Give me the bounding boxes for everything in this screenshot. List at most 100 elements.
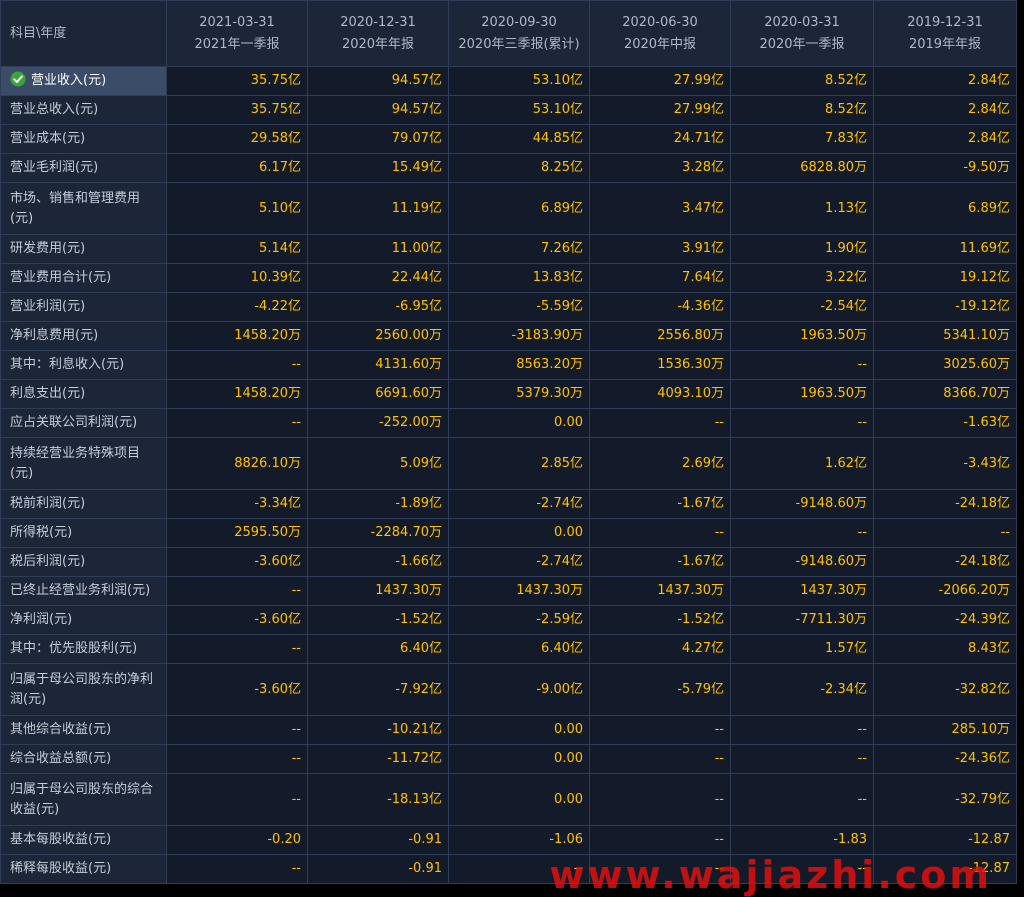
table-row[interactable]: 其中：利息收入(元) -- 4131.60万 8563.20万 1536.30万 -- 30…	[0, 350, 1017, 380]
table-row[interactable]: 净利息费用(元) 1458.20万 2560.00万 -3183.90万 2556.80…	[0, 321, 1017, 351]
row-label-cell[interactable]: 所得税(元)	[0, 518, 167, 548]
value-cell: --	[589, 715, 731, 745]
table-row[interactable]: 营业收入(元) 35.75亿 94.57亿 53.10亿 27.99亿 8.52亿 2.84…	[0, 66, 1017, 96]
table-row[interactable]: 稀释每股收益(元) -- -0.91 -- -- -- -12.87	[0, 854, 1017, 884]
row-label-cell[interactable]: 净利息费用(元)	[0, 321, 167, 351]
value-cell: -1.89亿	[307, 489, 449, 519]
table-row[interactable]: 研发费用(元) 5.14亿 11.00亿 7.26亿 3.91亿 1.90亿 11.69亿	[0, 234, 1017, 264]
row-label-cell[interactable]: 营业毛利润(元)	[0, 153, 167, 183]
table-row[interactable]: 综合收益总额(元) -- -11.72亿 0.00 -- -- -24.36亿	[0, 744, 1017, 774]
period-column-header[interactable]: 2019-12-31 2019年年报	[873, 0, 1017, 67]
row-label-cell[interactable]: 其中：优先股股利(元)	[0, 634, 167, 664]
value-cell: --	[166, 634, 308, 664]
value-cell: --	[589, 825, 731, 855]
row-label-cell[interactable]: 营业费用合计(元)	[0, 263, 167, 293]
row-label-cell[interactable]: 利息支出(元)	[0, 379, 167, 409]
table-row[interactable]: 归属于母公司股东的综合收益(元) -- -18.13亿 0.00 -- -- -32.79亿	[0, 773, 1017, 826]
row-label-cell[interactable]: 研发费用(元)	[0, 234, 167, 264]
value-cell: -3.60亿	[166, 605, 308, 635]
table-row[interactable]: 其他综合收益(元) -- -10.21亿 0.00 -- -- 285.10万	[0, 715, 1017, 745]
value-cell: 29.58亿	[166, 124, 308, 154]
value-cell: --	[589, 773, 731, 826]
row-label-cell[interactable]: 税后利润(元)	[0, 547, 167, 577]
row-label-cell[interactable]: 营业利润(元)	[0, 292, 167, 322]
period-column-header[interactable]: 2020-06-30 2020年中报	[589, 0, 731, 67]
row-label-cell[interactable]: 其他综合收益(元)	[0, 715, 167, 745]
table-row[interactable]: 税前利润(元) -3.34亿 -1.89亿 -2.74亿 -1.67亿 -9148.60万…	[0, 489, 1017, 519]
value-cell: 1437.30万	[730, 576, 874, 606]
table-row[interactable]: 归属于母公司股东的净利润(元) -3.60亿 -7.92亿 -9.00亿 -5.79亿 -…	[0, 663, 1017, 716]
row-label: 利息支出(元)	[10, 386, 86, 401]
table-row[interactable]: 持续经营业务特殊项目(元) 8826.10万 5.09亿 2.85亿 2.69亿 1.62…	[0, 437, 1017, 490]
value-cell: -1.52亿	[307, 605, 449, 635]
value-cell: 6.89亿	[448, 182, 590, 235]
value-cell: -1.52亿	[589, 605, 731, 635]
value-cell: -7711.30万	[730, 605, 874, 635]
table-row[interactable]: 基本每股收益(元) -0.20 -0.91 -1.06 -- -1.83 -12.87	[0, 825, 1017, 855]
row-label-cell[interactable]: 基本每股收益(元)	[0, 825, 167, 855]
value-cell: -2066.20万	[873, 576, 1017, 606]
value-cell: -4.22亿	[166, 292, 308, 322]
period-date: 2020-03-31	[764, 14, 840, 30]
row-label-cell[interactable]: 稀释每股收益(元)	[0, 854, 167, 884]
table-row[interactable]: 营业总收入(元) 35.75亿 94.57亿 53.10亿 27.99亿 8.52亿 2.8…	[0, 95, 1017, 125]
row-label-cell[interactable]: 市场、销售和管理费用(元)	[0, 182, 167, 235]
row-label-cell[interactable]: 已终止经营业务利润(元)	[0, 576, 167, 606]
table-row[interactable]: 营业费用合计(元) 10.39亿 22.44亿 13.83亿 7.64亿 3.22亿 19.…	[0, 263, 1017, 293]
value-cell: 8.25亿	[448, 153, 590, 183]
table-row[interactable]: 税后利润(元) -3.60亿 -1.66亿 -2.74亿 -1.67亿 -9148.60万…	[0, 547, 1017, 577]
table-row[interactable]: 利息支出(元) 1458.20万 6691.60万 5379.30万 4093.10万 1…	[0, 379, 1017, 409]
table-row[interactable]: 已终止经营业务利润(元) -- 1437.30万 1437.30万 1437.30万 14…	[0, 576, 1017, 606]
value-cell: 53.10亿	[448, 95, 590, 125]
row-label-cell[interactable]: 其中：利息收入(元)	[0, 350, 167, 380]
table-row[interactable]: 应占关联公司利润(元) -- -252.00万 0.00 -- -- -1.63亿	[0, 408, 1017, 438]
table-row[interactable]: 净利润(元) -3.60亿 -1.52亿 -2.59亿 -1.52亿 -7711.30万 -…	[0, 605, 1017, 635]
value-cell: -24.18亿	[873, 547, 1017, 577]
value-cell: 1963.50万	[730, 321, 874, 351]
row-label: 营业收入(元)	[31, 73, 107, 88]
table-row[interactable]: 市场、销售和管理费用(元) 5.10亿 11.19亿 6.89亿 3.47亿 1.13亿 6…	[0, 182, 1017, 235]
period-column-header[interactable]: 2021-03-31 2021年一季报	[166, 0, 308, 67]
row-label-cell[interactable]: 税前利润(元)	[0, 489, 167, 519]
period-column-header[interactable]: 2020-12-31 2020年年报	[307, 0, 449, 67]
period-name: 2020年一季报	[759, 36, 845, 52]
row-label-cell[interactable]: 持续经营业务特殊项目(元)	[0, 437, 167, 490]
value-cell: 2.85亿	[448, 437, 590, 490]
row-label: 归属于母公司股东的净利润(元)	[10, 671, 154, 707]
value-cell: 3.28亿	[589, 153, 731, 183]
period-column-header[interactable]: 2020-09-30 2020年三季报(累计)	[448, 0, 590, 67]
row-label: 其中：优先股股利(元)	[10, 641, 138, 656]
value-cell: 5341.10万	[873, 321, 1017, 351]
row-label-cell[interactable]: 归属于母公司股东的综合收益(元)	[0, 773, 167, 826]
value-cell: 6.89亿	[873, 182, 1017, 235]
value-cell: -2.74亿	[448, 547, 590, 577]
row-label-cell[interactable]: 归属于母公司股东的净利润(元)	[0, 663, 167, 716]
value-cell: 44.85亿	[448, 124, 590, 154]
value-cell: --	[166, 773, 308, 826]
period-column-header[interactable]: 2020-03-31 2020年一季报	[730, 0, 874, 67]
value-cell: --	[166, 408, 308, 438]
value-cell: --	[166, 576, 308, 606]
row-label-cell[interactable]: 营业收入(元)	[0, 66, 167, 96]
row-label-cell[interactable]: 应占关联公司利润(元)	[0, 408, 167, 438]
table-row[interactable]: 所得税(元) 2595.50万 -2284.70万 0.00 -- -- --	[0, 518, 1017, 548]
value-cell: 2.84亿	[873, 124, 1017, 154]
value-cell: 5.10亿	[166, 182, 308, 235]
value-cell: -1.67亿	[589, 489, 731, 519]
row-label: 其他综合收益(元)	[10, 722, 112, 737]
value-cell: 4131.60万	[307, 350, 449, 380]
value-cell: 1963.50万	[730, 379, 874, 409]
value-cell: 2.84亿	[873, 95, 1017, 125]
table-row[interactable]: 营业利润(元) -4.22亿 -6.95亿 -5.59亿 -4.36亿 -2.54亿 -19…	[0, 292, 1017, 322]
row-label-cell[interactable]: 净利润(元)	[0, 605, 167, 635]
value-cell: 11.19亿	[307, 182, 449, 235]
table-row[interactable]: 营业成本(元) 29.58亿 79.07亿 44.85亿 24.71亿 7.83亿 2.84…	[0, 124, 1017, 154]
table-row[interactable]: 其中：优先股股利(元) -- 6.40亿 6.40亿 4.27亿 1.57亿 8.43亿	[0, 634, 1017, 664]
value-cell: 6691.60万	[307, 379, 449, 409]
row-label-cell[interactable]: 营业总收入(元)	[0, 95, 167, 125]
value-cell: 1437.30万	[589, 576, 731, 606]
row-label: 净利息费用(元)	[10, 328, 99, 343]
table-row[interactable]: 营业毛利润(元) 6.17亿 15.49亿 8.25亿 3.28亿 6828.80万 -9.…	[0, 153, 1017, 183]
row-label-cell[interactable]: 综合收益总额(元)	[0, 744, 167, 774]
row-label-cell[interactable]: 营业成本(元)	[0, 124, 167, 154]
